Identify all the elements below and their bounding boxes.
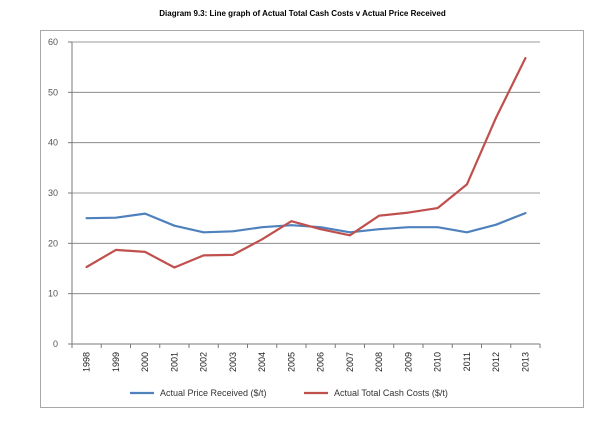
x-tick-label: 2007 — [345, 352, 355, 372]
data-point — [407, 211, 410, 214]
data-point — [114, 216, 117, 219]
data-point — [436, 226, 439, 229]
data-point — [495, 223, 498, 226]
x-tick-label: 1999 — [111, 352, 121, 372]
data-point — [407, 226, 410, 229]
y-tick-label: 20 — [48, 238, 58, 248]
data-point — [348, 231, 351, 234]
data-point — [319, 226, 322, 229]
data-point — [261, 238, 264, 241]
x-tick-label: 2013 — [520, 352, 530, 372]
chart-frame — [40, 30, 584, 408]
data-point — [85, 217, 88, 220]
x-tick-label: 2000 — [140, 352, 150, 372]
chart-title: Diagram 9.3: Line graph of Actual Total … — [159, 9, 446, 18]
series-line-1 — [85, 212, 527, 234]
x-tick-label: 2011 — [462, 352, 472, 371]
y-tick-label: 0 — [53, 339, 58, 349]
x-tick-label: 2004 — [257, 352, 267, 372]
data-point — [114, 248, 117, 251]
data-point — [465, 231, 468, 234]
data-point — [495, 116, 498, 119]
data-point — [290, 220, 293, 223]
x-tick-label: 2012 — [491, 352, 501, 372]
axes — [68, 41, 541, 348]
data-point — [436, 207, 439, 210]
y-tick-label: 60 — [48, 37, 58, 47]
data-point — [202, 254, 205, 257]
data-point — [173, 224, 176, 227]
data-point — [144, 250, 147, 253]
data-point — [261, 226, 264, 229]
data-point — [231, 230, 234, 233]
x-tick-label: 2003 — [228, 352, 238, 372]
x-tick-label: 2006 — [316, 352, 326, 372]
data-point — [378, 228, 381, 231]
data-point — [348, 234, 351, 237]
y-tick-label: 50 — [48, 87, 58, 97]
data-point — [524, 57, 527, 60]
x-tick-label: 1998 — [82, 352, 92, 372]
x-tick-label: 2010 — [433, 352, 443, 372]
legend-label-2: Actual Total Cash Costs ($/t) — [334, 388, 448, 398]
x-tick-labels: 1998 1999 2000 2001 2002 2003 2004 2005 2006 2007… — [82, 352, 531, 372]
x-tick-label: 2008 — [374, 352, 384, 372]
y-tick-label: 40 — [48, 138, 58, 148]
data-point — [144, 212, 147, 215]
data-point — [290, 224, 293, 227]
x-tick-label: 2001 — [169, 352, 179, 372]
data-point — [202, 231, 205, 234]
y-tick-labels: 0 10 20 30 40 50 60 — [48, 37, 58, 349]
data-point — [378, 214, 381, 217]
series-lines — [85, 56, 527, 269]
legend-label-1: Actual Price Received ($/t) — [160, 388, 267, 398]
data-point — [85, 266, 88, 268]
series-line-2 — [85, 56, 527, 269]
legend: Actual Price Received ($/t) Actual Total … — [130, 388, 448, 398]
data-point — [231, 254, 234, 256]
data-point — [173, 266, 176, 269]
x-tick-label: 2009 — [403, 352, 413, 372]
data-point — [465, 183, 468, 186]
x-tick-label: 2002 — [199, 352, 209, 372]
data-point — [524, 212, 527, 215]
gridlines — [72, 41, 540, 295]
x-tick-label: 2005 — [286, 352, 296, 372]
data-point — [319, 228, 322, 231]
y-tick-label: 10 — [48, 289, 58, 299]
y-tick-label: 30 — [48, 188, 58, 198]
